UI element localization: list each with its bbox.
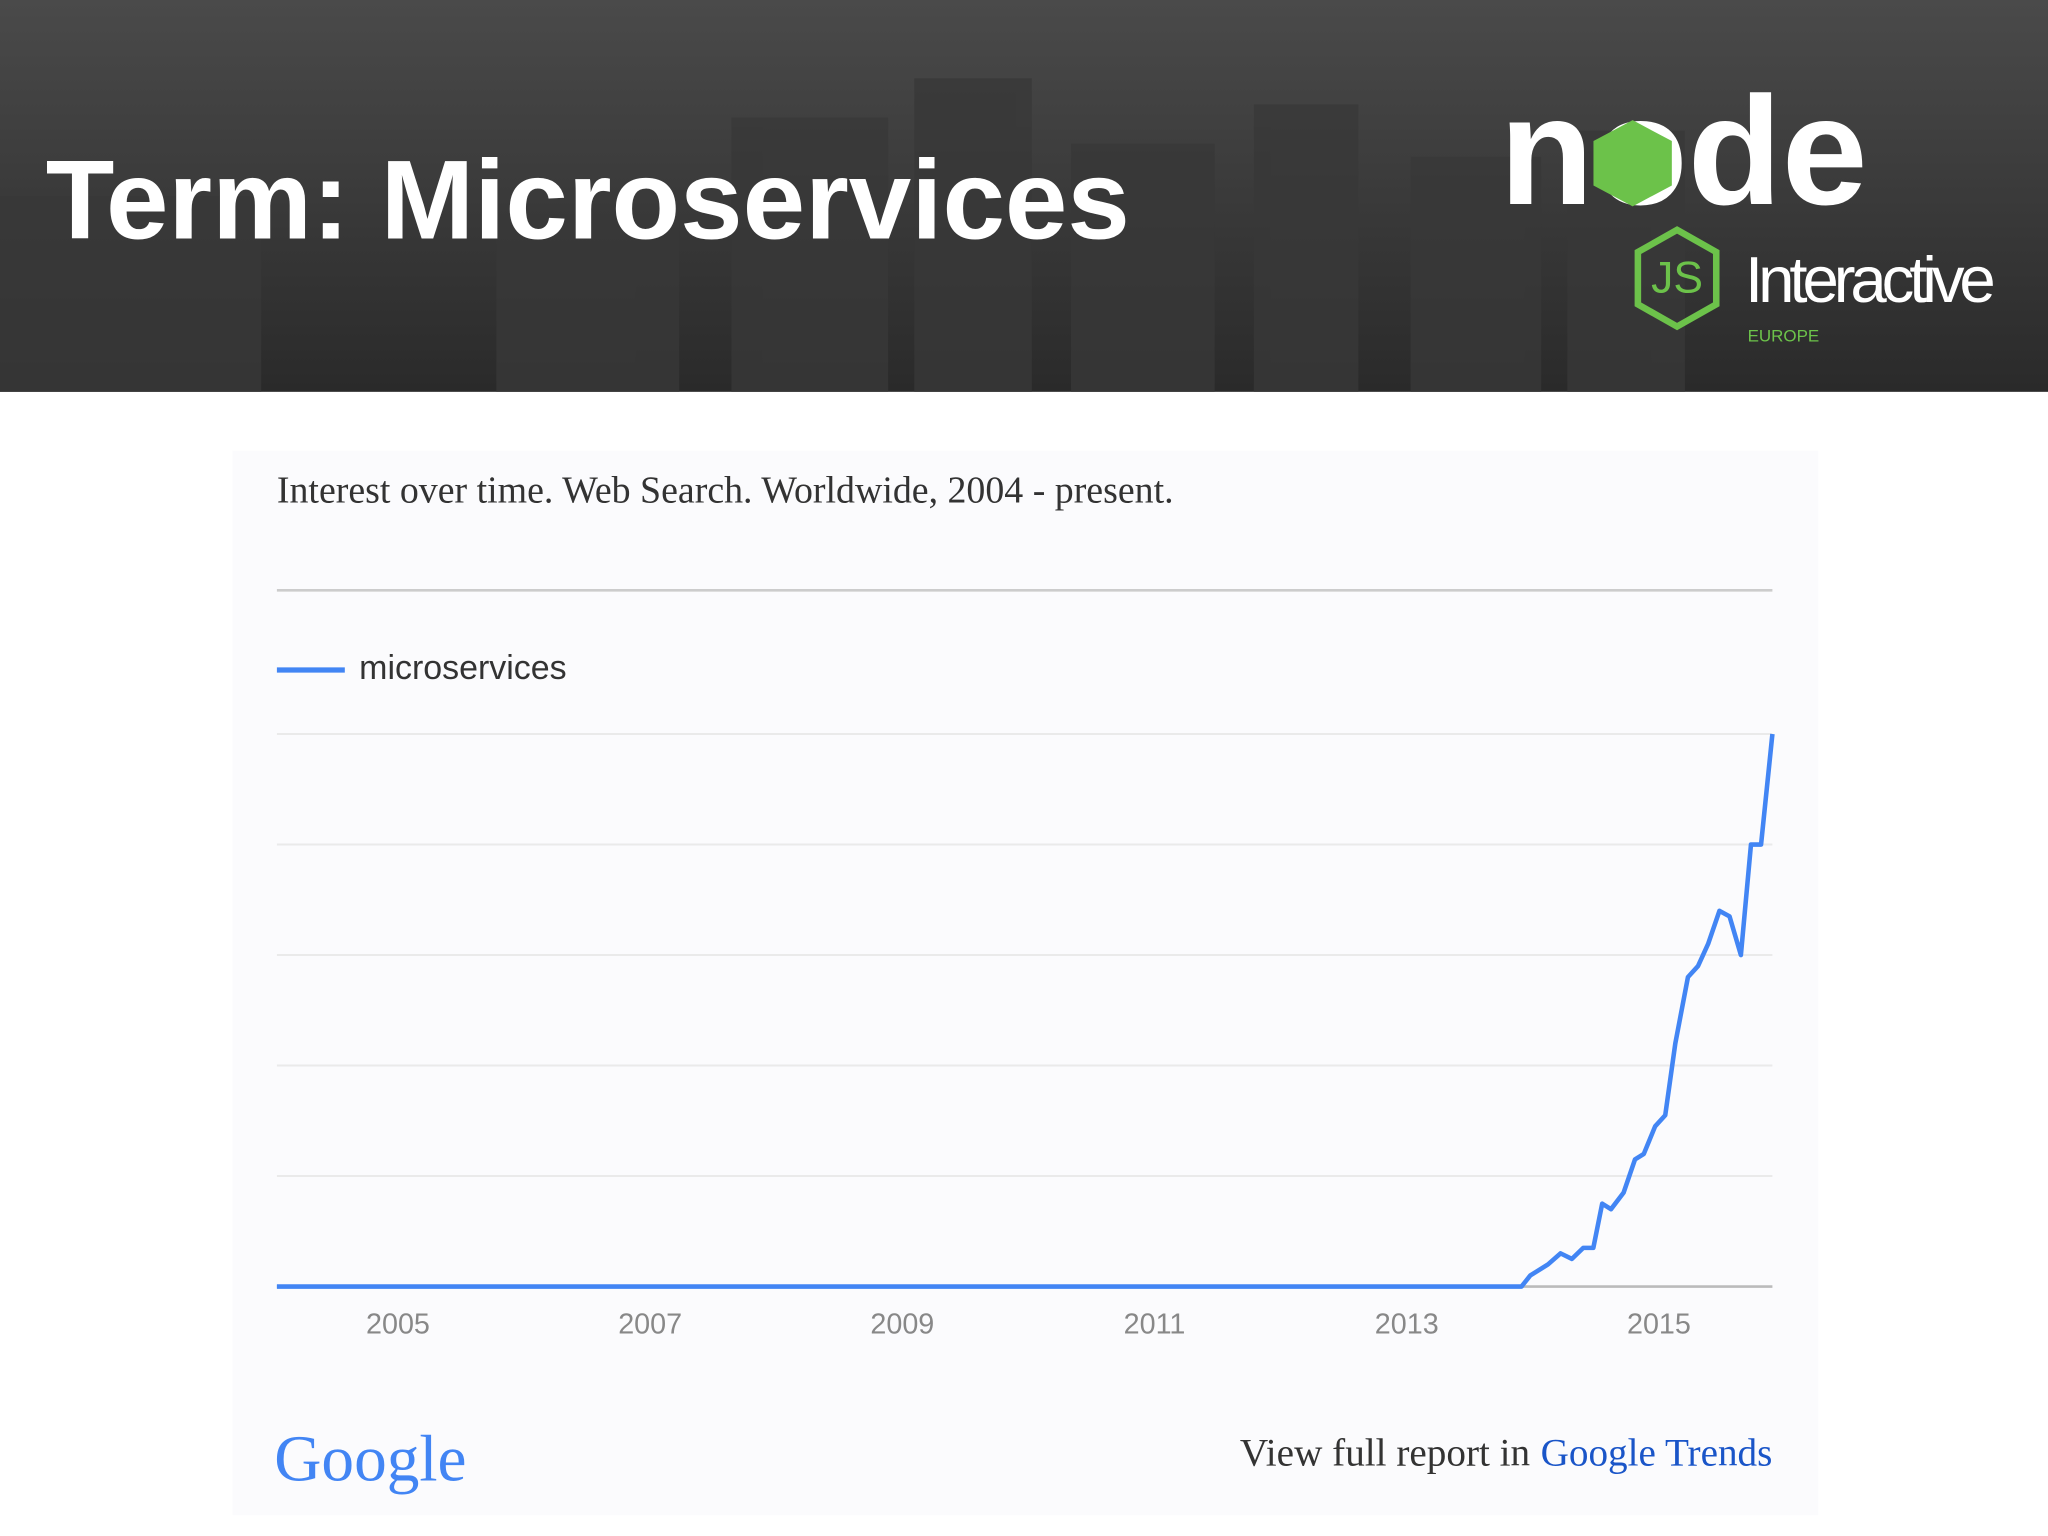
logo-interactive: Interactive	[1745, 243, 1996, 316]
plot: 2005 2007 2009 2011 2013 2015 microservices	[276, 649, 1775, 1340]
x-tick-label: 2015	[1627, 1308, 1691, 1340]
chart-panel	[232, 450, 1819, 1516]
x-tick-label: 2011	[1124, 1308, 1186, 1340]
x-tick-label: 2007	[618, 1308, 682, 1340]
x-tick-label: 2013	[1375, 1308, 1439, 1340]
logo-js-hexagon	[1634, 226, 1720, 331]
google-logo: Google	[274, 1423, 466, 1495]
logo-node: node	[1499, 64, 1867, 237]
logo-js: JS	[1651, 254, 1703, 303]
header-buildings	[0, 78, 1685, 392]
slide-title: Term: Microservices	[46, 137, 1130, 263]
logo-region: EUROPE	[1748, 326, 1820, 345]
report-text: View full report in Google Trends	[1240, 1431, 1773, 1474]
logo-hexagon	[1593, 120, 1672, 207]
chart-title: Interest over time. Web Search. Worldwid…	[277, 469, 1174, 511]
x-tick-label: 2009	[870, 1308, 934, 1340]
report-link[interactable]: Google Trends	[1541, 1431, 1773, 1474]
legend-label: microservices	[359, 649, 566, 687]
series-line	[276, 733, 1775, 1289]
report-label: View full report in	[1240, 1431, 1530, 1474]
x-tick-label: 2005	[366, 1308, 430, 1340]
